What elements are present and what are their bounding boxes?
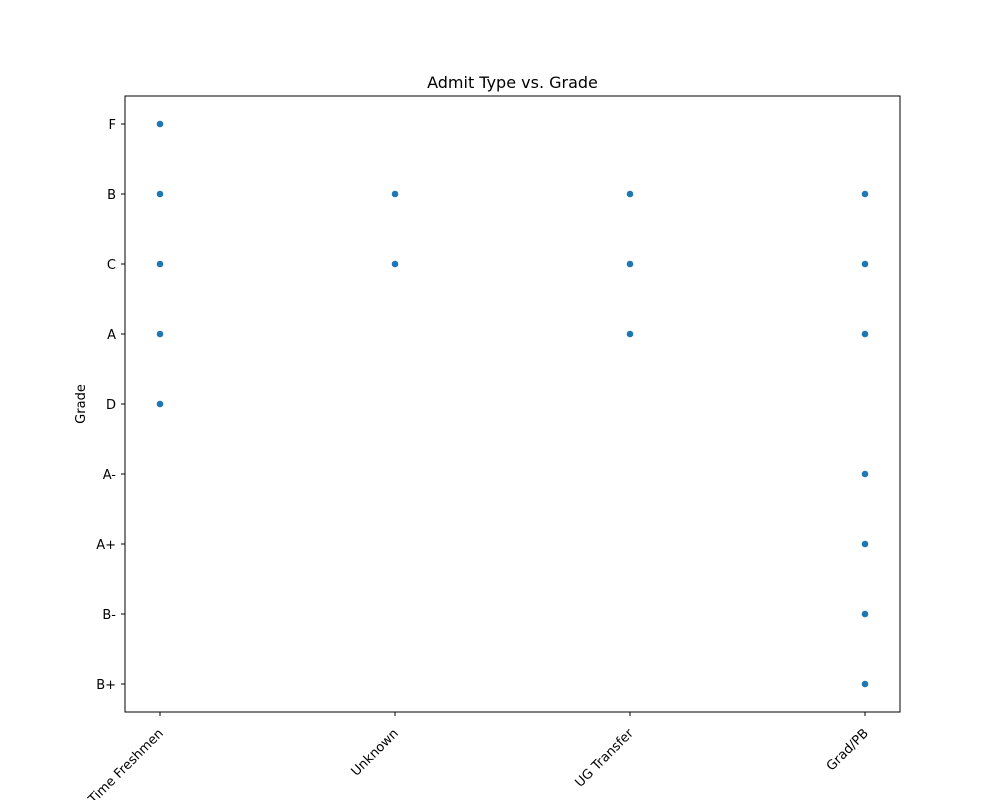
scatter-point [156, 120, 164, 128]
y-tick-label: F [109, 118, 116, 133]
scatter-point [156, 190, 164, 198]
y-tick-label: B- [102, 608, 116, 623]
x-tick-label: Time Freshmen [85, 726, 167, 800]
y-tick-label: A- [103, 468, 117, 483]
scatter-point [626, 330, 634, 338]
plot-area-frame [124, 95, 901, 713]
y-tick-label: B [107, 188, 116, 203]
scatter-point [861, 260, 869, 268]
scatter-points [156, 120, 869, 688]
scatter-point [861, 470, 869, 478]
x-tick-label: Unknown [349, 726, 402, 779]
scatter-point [156, 330, 164, 338]
x-tick-label: Grad/PB [824, 726, 872, 774]
y-tick-label: C [107, 258, 116, 273]
scatter-point [391, 260, 399, 268]
scatter-point [861, 680, 869, 688]
scatter-point [391, 190, 399, 198]
scatter-point [156, 400, 164, 408]
y-tick-label: B+ [96, 678, 116, 693]
x-tick-label: UG Transfer [572, 726, 637, 791]
y-tick-label: A+ [96, 538, 116, 553]
y-axis-label: Grade [74, 384, 89, 424]
y-axis: F B C A D A- A+ B- B+ [96, 118, 125, 693]
scatter-point [156, 260, 164, 268]
y-tick-label: D [106, 398, 116, 413]
scatter-point [861, 540, 869, 548]
scatter-point [626, 260, 634, 268]
x-axis: Time Freshmen Unknown UG Transfer Grad/PB [85, 712, 872, 804]
y-tick-label: A [107, 328, 116, 343]
scatter-point [861, 610, 869, 618]
scatter-point [861, 330, 869, 338]
chart-title: Admit Type vs. Grade [427, 73, 598, 92]
scatter-point [626, 190, 634, 198]
scatter-point [861, 190, 869, 198]
